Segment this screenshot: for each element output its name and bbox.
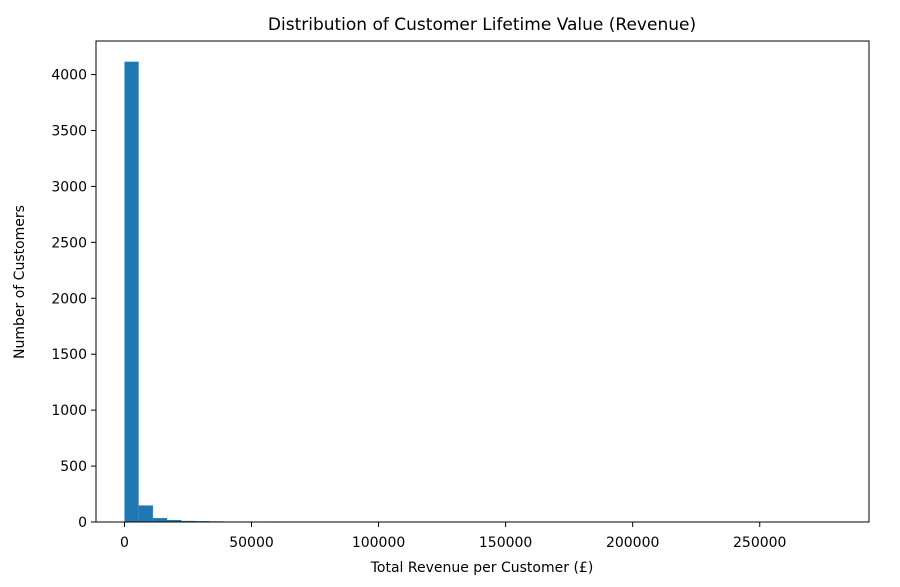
y-tick-label: 3500 <box>51 123 87 139</box>
x-tick-label: 150000 <box>479 535 532 551</box>
x-axis: 0 50000 100000 150000 200000 250000 <box>120 522 786 551</box>
histogram-bar <box>152 518 168 522</box>
y-axis: 0 500 1000 1500 2000 2500 3000 3500 4000 <box>51 68 96 531</box>
x-tick-label: 100000 <box>352 535 405 551</box>
y-tick-label: 2000 <box>51 291 87 307</box>
x-tick-label: 250000 <box>733 535 786 551</box>
x-axis-label: Total Revenue per Customer (£) <box>370 560 594 576</box>
x-tick-label: 50000 <box>229 535 274 551</box>
histogram-bar <box>181 520 196 522</box>
y-tick-label: 3000 <box>51 179 87 195</box>
histogram-bar <box>167 519 182 522</box>
x-tick-label: 0 <box>120 535 129 551</box>
y-tick-label: 500 <box>60 459 87 475</box>
y-tick-label: 1500 <box>51 347 87 363</box>
x-tick-label: 200000 <box>606 535 659 551</box>
y-axis-label: Number of Customers <box>12 205 28 359</box>
bars-layer <box>124 61 836 523</box>
y-tick-label: 4000 <box>51 68 87 84</box>
plot-frame <box>95 40 870 523</box>
chart-title: Distribution of Customer Lifetime Value … <box>268 15 696 35</box>
histogram-bar <box>138 505 153 522</box>
y-tick-label: 1000 <box>51 403 87 419</box>
y-tick-label: 2500 <box>51 235 87 251</box>
y-tick-label: 0 <box>78 515 87 531</box>
histogram-bar <box>124 61 139 522</box>
